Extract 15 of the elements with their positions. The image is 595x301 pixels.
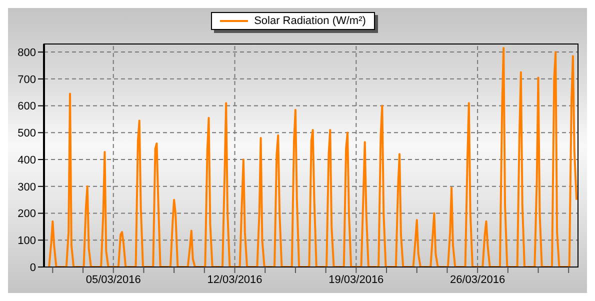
y-tick-label: 100 [18,235,36,248]
y-tick-label: 500 [18,128,36,140]
line-series [48,47,578,267]
y-tick-label: 300 [18,181,36,194]
x-tick-label: 05/03/2016 [86,274,141,286]
x-tick-label: 12/03/2016 [207,274,262,286]
y-tick-label: 700 [18,74,36,86]
x-tick-label: 19/03/2016 [328,274,384,286]
x-tick-label: 26/03/2016 [450,274,506,286]
y-tick-label: 400 [18,154,36,166]
y-tick-label: 600 [18,100,36,113]
y-tick-label: 200 [18,208,36,220]
y-tick-label: 800 [18,46,36,59]
y-tick-label: 0 [30,262,36,274]
legend-label: Solar Radiation (W/m²) [254,15,366,27]
